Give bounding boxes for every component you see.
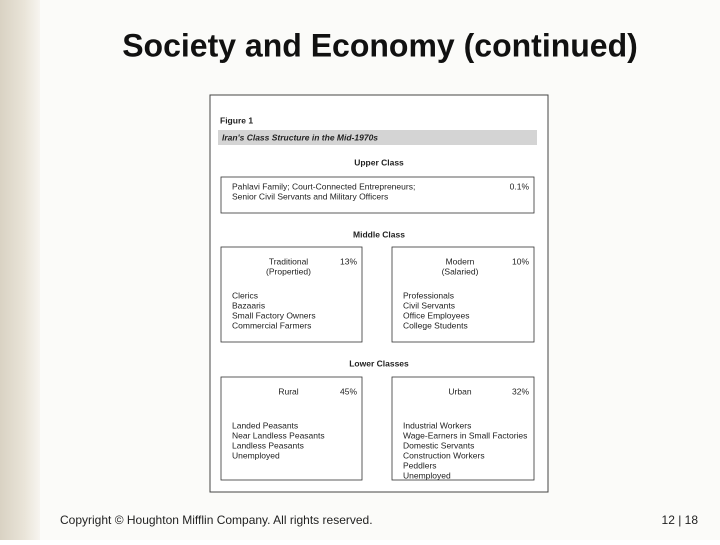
figure-label: Figure 1 xyxy=(220,115,253,125)
side-strip xyxy=(0,0,40,540)
figure-title: Iran's Class Structure in the Mid-1970s xyxy=(222,132,378,142)
member: Senior Civil Servants and Military Offic… xyxy=(232,191,388,201)
member: Civil Servants xyxy=(403,300,455,310)
figure: Figure 1 Iran's Class Structure in the M… xyxy=(209,94,549,493)
member: Unemployed xyxy=(232,450,280,460)
member: Pahlavi Family; Court-Connected Entrepre… xyxy=(232,181,415,191)
class-share: 0.1% xyxy=(510,181,530,191)
class-share: 45% xyxy=(340,386,357,396)
group-name: Traditional xyxy=(269,256,308,266)
class-share: 10% xyxy=(512,256,529,266)
member: Office Employees xyxy=(403,310,469,320)
group-name: Modern xyxy=(446,256,475,266)
member: Construction Workers xyxy=(403,450,485,460)
page-number: 12 | 18 xyxy=(662,513,699,527)
group-name: (Propertied) xyxy=(266,266,311,276)
member: Professionals xyxy=(403,290,454,300)
member: Near Landless Peasants xyxy=(232,430,325,440)
member: Industrial Workers xyxy=(403,420,471,430)
member: Peddlers xyxy=(403,460,437,470)
member: Landed Peasants xyxy=(232,420,298,430)
member: Unemployed xyxy=(403,470,451,480)
member: Commercial Farmers xyxy=(232,320,311,330)
member: Wage-Earners in Small Factories xyxy=(403,430,527,440)
member: College Students xyxy=(403,320,468,330)
member: Clerics xyxy=(232,290,258,300)
figure-title-bar xyxy=(218,130,537,145)
member: Domestic Servants xyxy=(403,440,474,450)
class-share: 32% xyxy=(512,386,529,396)
figure-frame xyxy=(209,94,549,493)
section-heading: Lower Classes xyxy=(349,358,409,368)
member: Landless Peasants xyxy=(232,440,304,450)
class-share: 13% xyxy=(340,256,357,266)
group-name: Urban xyxy=(448,386,471,396)
member: Bazaaris xyxy=(232,300,265,310)
class-box xyxy=(220,376,363,481)
section-heading: Upper Class xyxy=(354,157,404,167)
group-name: Rural xyxy=(278,386,298,396)
section-heading: Middle Class xyxy=(353,229,405,239)
member: Small Factory Owners xyxy=(232,310,316,320)
class-box xyxy=(391,376,535,481)
copyright: Copyright © Houghton Mifflin Company. Al… xyxy=(60,513,373,527)
slide-title: Society and Economy (continued) xyxy=(122,27,638,63)
class-box xyxy=(220,176,535,214)
class-box xyxy=(220,246,363,343)
group-name: (Salaried) xyxy=(442,266,479,276)
class-box xyxy=(391,246,535,343)
